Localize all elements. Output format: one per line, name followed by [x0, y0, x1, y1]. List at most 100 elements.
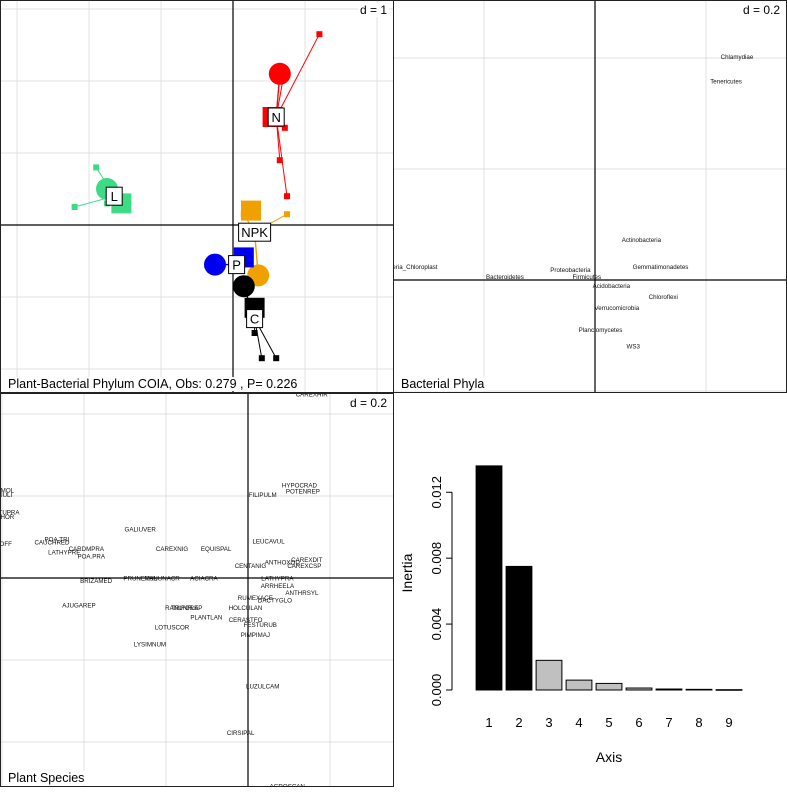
species-label: PIMPIMAJ [241, 632, 270, 639]
phylum-label: Gemmatimonadetes [633, 264, 689, 271]
phyla-plot: Chlamydiae Tenericutes Actinobacteria Gemma… [394, 1, 786, 392]
group-label-P: P [232, 258, 241, 273]
species-label: CARDMPRA [69, 546, 105, 553]
y-axis-label: Inertia [399, 553, 415, 592]
species-label: CAREXCSP [287, 563, 321, 570]
phylum-label: Acidobacteria [593, 283, 631, 290]
y-tick-label: 0.004 [429, 608, 444, 641]
species-label: RANUNFLA [165, 605, 199, 612]
x-tick-label: 7 [665, 715, 672, 730]
species-panel: CAREXHIR HYPOCRAD POTENREP FILIPULM LEUCAVUL… [0, 393, 394, 787]
group-label-N: N [272, 110, 281, 125]
species-label: GALIUMOL [1, 487, 15, 494]
sample-point-NPK [284, 211, 290, 218]
species-d-label: d = 0.2 [347, 396, 389, 410]
phylum-label: WS3 [627, 343, 641, 350]
y-tick-label: 0.012 [429, 476, 444, 509]
species-label: BRIZAMED [80, 578, 113, 585]
species-label: POA.PRA [77, 553, 105, 560]
group-label-L: L [111, 189, 118, 204]
species-label: ANTHOXOD [265, 559, 301, 566]
species-label: CAUCHRED [34, 540, 70, 547]
phylum-label: Proteobacteria [550, 267, 591, 274]
species-label: GALIUULI [1, 492, 12, 499]
bar-axis-2 [505, 565, 533, 691]
species-label: HOLCULAN [229, 605, 263, 612]
group-label-box-L [105, 186, 123, 206]
species-label: FESTUPRA [1, 509, 20, 516]
species-label: CAREXHIR [296, 394, 329, 399]
species-label: GALIUVER [125, 526, 157, 533]
species-label: AJUGAREP [62, 602, 95, 609]
species-label: PRUNEVUL [123, 575, 157, 582]
species-label: LATHYPRA [261, 575, 294, 582]
species-label: CAREXNIG [156, 546, 189, 553]
x-tick-label: 2 [515, 715, 522, 730]
inertia-bar-chart: 0.000 0.004 0.008 0.012 1 2 3 4 5 6 7 8 9 Axis Inertia [399, 465, 743, 765]
x-tick-label: 8 [695, 715, 702, 730]
phylum-label: Bacteroidetes [486, 274, 524, 281]
species-label: POTENREP [286, 489, 320, 496]
species-label: TRIFOREP [171, 605, 202, 612]
phyla-d-label: d = 0.2 [740, 3, 782, 17]
species-label: LATHYPRE [48, 549, 80, 556]
species-label: POA.TRI [45, 536, 70, 543]
phylum-label: Actinobacteria [622, 237, 662, 244]
species-label: CENTANIG [235, 563, 267, 570]
x-tick-label: 1 [485, 715, 492, 730]
species-label: RANUNACR [145, 575, 181, 582]
species-label: LEUCAVUL [252, 539, 285, 546]
y-tick-label: 0.000 [429, 674, 444, 707]
x-tick-label: 9 [725, 715, 732, 730]
phylum-label: Planctomycetes [579, 327, 623, 334]
species-label: TARAXOFF [1, 541, 12, 548]
species-caption: Plant Species [5, 771, 88, 785]
x-tick-label: 5 [605, 715, 612, 730]
phylum-label: Chloroflexi [649, 294, 678, 301]
x-tick-label: 6 [635, 715, 642, 730]
species-label: ACIACRA [190, 575, 218, 582]
phylum-label: Verrucomicrobia [594, 305, 639, 312]
species-label: LUZULCAM [246, 683, 279, 690]
group-label-box-C [246, 309, 264, 329]
sample-point-N [281, 124, 288, 131]
bar-axis-5 [595, 682, 623, 691]
species-label: LYSIMNUM [134, 642, 166, 649]
species-label: RUMEXACE [238, 595, 273, 602]
species-label: CAREXDIT [291, 557, 323, 564]
plant-point-N [268, 62, 291, 85]
species-label: AGROSCAN [269, 784, 304, 786]
bar-axis-7 [655, 688, 683, 691]
species-label: PLANTLAN [190, 615, 222, 622]
x-tick-label: 3 [545, 715, 552, 730]
phylum-label: Firmicutes [573, 274, 602, 281]
bar-axis-1 [475, 465, 503, 691]
coia-plot: N L NPK P C [1, 1, 393, 392]
inertia-panel: 0.000 0.004 0.008 0.012 1 2 3 4 5 6 7 8 9 Axis Inertia [394, 394, 787, 787]
species-label: ARRHEELA [261, 583, 295, 590]
species-label: FILIPULM [249, 492, 277, 499]
species-label: CERASTFO [229, 617, 263, 624]
phyla-caption: Bacterial Phyla [398, 377, 488, 391]
species-label: ANTHRSYL [285, 590, 319, 597]
phylum-label: Tenericutes [710, 78, 742, 85]
coia-d-label: d = 1 [357, 3, 389, 17]
phyla-panel: Chlamydiae Tenericutes Actinobacteria Gemma… [393, 0, 787, 393]
group-label-box-N [267, 107, 285, 127]
species-label: LOTUSCOR [155, 624, 190, 631]
species-label: FESTURUB [244, 622, 277, 629]
coia-panel: N L NPK P C d = 1 Plant-Bacterial Phylum COI… [0, 0, 394, 393]
species-label: HYPOCRAD [282, 482, 318, 489]
sample-point-NPK [240, 211, 247, 218]
coia-caption: Plant-Bacterial Phylum COIA, Obs: 0.279 … [5, 377, 301, 391]
bar-axis-6 [625, 687, 653, 691]
bacteria-point-NPK [241, 200, 261, 221]
sample-point-N [316, 31, 323, 38]
species-label: DACTYGLO [258, 598, 292, 605]
bar-axis-4 [565, 679, 593, 691]
bar-axis-3 [535, 659, 563, 691]
sample-point-N [284, 193, 290, 200]
sample-point-C [258, 355, 265, 362]
sample-point-C [273, 355, 280, 362]
